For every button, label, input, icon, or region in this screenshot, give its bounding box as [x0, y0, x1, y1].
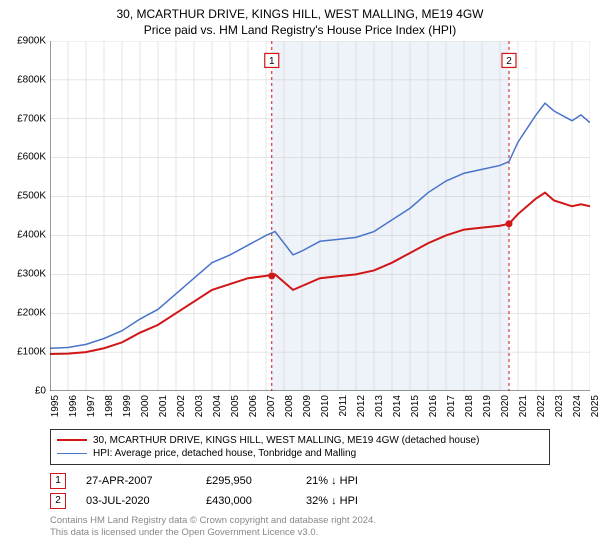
x-tick-label: 1996 [68, 395, 79, 425]
x-tick-label: 2017 [446, 395, 457, 425]
legend-swatch [57, 453, 87, 455]
y-tick-label: £0 [6, 385, 46, 396]
sale-date: 03-JUL-2020 [86, 495, 186, 507]
x-tick-label: 2006 [248, 395, 259, 425]
sale-price: £430,000 [206, 495, 286, 507]
x-tick-label: 2005 [230, 395, 241, 425]
x-tick-label: 1999 [122, 395, 133, 425]
x-tick-label: 2003 [194, 395, 205, 425]
footer-line2: This data is licensed under the Open Gov… [50, 527, 550, 539]
sales-table: 1 27-APR-2007 £295,950 21% ↓ HPI 2 03-JUL-202… [50, 471, 550, 511]
x-tick-label: 2012 [356, 395, 367, 425]
x-tick-label: 2021 [518, 395, 529, 425]
legend-swatch [57, 439, 87, 441]
sale-marker-icon: 2 [50, 493, 66, 509]
x-tick-label: 2020 [500, 395, 511, 425]
y-tick-label: £900K [6, 35, 46, 46]
sale-diff: 32% ↓ HPI [306, 495, 406, 507]
shaded-region [272, 41, 509, 391]
y-tick-label: £500K [6, 191, 46, 202]
x-tick-label: 1995 [50, 395, 61, 425]
x-tick-label: 2011 [338, 395, 349, 425]
x-tick-label: 2014 [392, 395, 403, 425]
sale-row: 1 27-APR-2007 £295,950 21% ↓ HPI [50, 471, 550, 491]
y-tick-label: £700K [6, 113, 46, 124]
footer-line1: Contains HM Land Registry data © Crown c… [50, 515, 550, 527]
x-tick-label: 2008 [284, 395, 295, 425]
x-tick-label: 2013 [374, 395, 385, 425]
legend-label: HPI: Average price, detached house, Tonb… [93, 448, 356, 459]
chart-title-line2: Price paid vs. HM Land Registry's House … [0, 23, 600, 41]
x-tick-label: 2025 [590, 395, 600, 425]
sale-marker-icon: 1 [50, 473, 66, 489]
x-tick-label: 2004 [212, 395, 223, 425]
sale-diff: 21% ↓ HPI [306, 475, 406, 487]
x-tick-label: 2024 [572, 395, 583, 425]
legend-label: 30, MCARTHUR DRIVE, KINGS HILL, WEST MAL… [93, 435, 479, 446]
x-tick-label: 2007 [266, 395, 277, 425]
x-tick-label: 2022 [536, 395, 547, 425]
x-tick-label: 2023 [554, 395, 565, 425]
y-tick-label: £300K [6, 269, 46, 280]
x-tick-label: 2002 [176, 395, 187, 425]
y-tick-label: £600K [6, 152, 46, 163]
x-tick-label: 2000 [140, 395, 151, 425]
sale-date: 27-APR-2007 [86, 475, 186, 487]
sale-price: £295,950 [206, 475, 286, 487]
y-tick-label: £100K [6, 346, 46, 357]
x-tick-label: 2015 [410, 395, 421, 425]
x-tick-label: 1997 [86, 395, 97, 425]
x-tick-label: 2018 [464, 395, 475, 425]
footer-attribution: Contains HM Land Registry data © Crown c… [50, 515, 550, 540]
legend-item: HPI: Average price, detached house, Tonb… [57, 447, 543, 460]
chart-title-line1: 30, MCARTHUR DRIVE, KINGS HILL, WEST MAL… [0, 0, 600, 23]
sale-marker-num: 1 [269, 56, 275, 67]
x-tick-label: 2009 [302, 395, 313, 425]
x-tick-label: 1998 [104, 395, 115, 425]
chart-area: 12 £0£100K£200K£300K£400K£500K£600K£700K… [50, 41, 590, 421]
line-chart: 12 [50, 41, 590, 391]
legend: 30, MCARTHUR DRIVE, KINGS HILL, WEST MAL… [50, 429, 550, 465]
y-tick-label: £400K [6, 230, 46, 241]
x-tick-label: 2001 [158, 395, 169, 425]
x-tick-label: 2019 [482, 395, 493, 425]
y-tick-label: £800K [6, 74, 46, 85]
x-tick-label: 2010 [320, 395, 331, 425]
sale-marker-num: 2 [506, 56, 512, 67]
y-tick-label: £200K [6, 308, 46, 319]
sale-row: 2 03-JUL-2020 £430,000 32% ↓ HPI [50, 491, 550, 511]
legend-item: 30, MCARTHUR DRIVE, KINGS HILL, WEST MAL… [57, 434, 543, 447]
x-tick-label: 2016 [428, 395, 439, 425]
